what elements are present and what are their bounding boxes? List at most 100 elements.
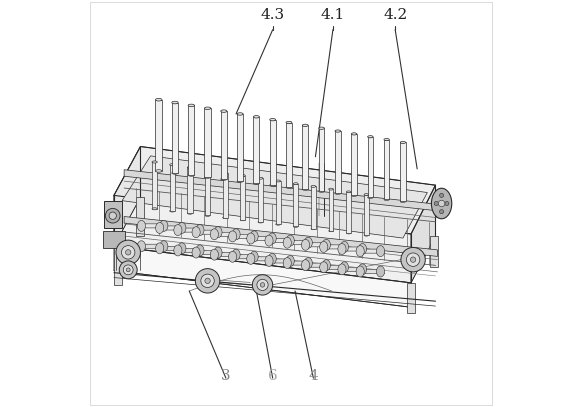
Circle shape bbox=[119, 261, 137, 279]
Polygon shape bbox=[188, 105, 194, 175]
Ellipse shape bbox=[258, 177, 263, 179]
Ellipse shape bbox=[178, 223, 186, 234]
Ellipse shape bbox=[155, 223, 164, 234]
Ellipse shape bbox=[364, 194, 368, 195]
Circle shape bbox=[445, 201, 449, 206]
Ellipse shape bbox=[384, 198, 389, 201]
Circle shape bbox=[439, 210, 443, 214]
Circle shape bbox=[196, 269, 220, 293]
Polygon shape bbox=[384, 140, 389, 199]
Ellipse shape bbox=[276, 180, 281, 182]
Ellipse shape bbox=[368, 196, 373, 199]
Polygon shape bbox=[178, 248, 204, 252]
Polygon shape bbox=[269, 259, 294, 263]
Text: 4.2: 4.2 bbox=[383, 9, 407, 22]
Polygon shape bbox=[324, 245, 349, 249]
Polygon shape bbox=[269, 120, 276, 185]
Polygon shape bbox=[152, 162, 157, 209]
Ellipse shape bbox=[229, 251, 237, 262]
Ellipse shape bbox=[240, 219, 246, 221]
Circle shape bbox=[123, 265, 133, 275]
Ellipse shape bbox=[258, 221, 263, 223]
Ellipse shape bbox=[155, 98, 162, 101]
Ellipse shape bbox=[229, 231, 237, 242]
Ellipse shape bbox=[269, 118, 276, 121]
Ellipse shape bbox=[223, 217, 228, 219]
Polygon shape bbox=[306, 243, 331, 247]
Ellipse shape bbox=[320, 241, 328, 252]
Ellipse shape bbox=[172, 101, 178, 104]
Ellipse shape bbox=[237, 180, 243, 182]
Circle shape bbox=[434, 201, 438, 206]
Circle shape bbox=[439, 193, 443, 197]
Ellipse shape bbox=[250, 231, 258, 242]
Ellipse shape bbox=[159, 221, 168, 231]
Polygon shape bbox=[430, 236, 438, 267]
Polygon shape bbox=[288, 261, 313, 265]
Ellipse shape bbox=[301, 239, 310, 250]
Ellipse shape bbox=[152, 208, 157, 210]
Circle shape bbox=[438, 200, 445, 207]
Circle shape bbox=[401, 247, 425, 272]
Ellipse shape bbox=[204, 107, 211, 109]
Ellipse shape bbox=[377, 266, 385, 277]
Polygon shape bbox=[368, 137, 373, 197]
Ellipse shape bbox=[196, 245, 204, 256]
Ellipse shape bbox=[250, 251, 258, 262]
Ellipse shape bbox=[205, 169, 210, 171]
Ellipse shape bbox=[322, 260, 331, 271]
Circle shape bbox=[116, 240, 140, 265]
Polygon shape bbox=[411, 185, 435, 283]
Text: 3: 3 bbox=[221, 369, 230, 383]
Ellipse shape bbox=[196, 225, 204, 236]
Polygon shape bbox=[114, 147, 140, 246]
Ellipse shape bbox=[303, 124, 308, 127]
Polygon shape bbox=[196, 230, 222, 234]
Polygon shape bbox=[288, 241, 313, 245]
Ellipse shape bbox=[286, 256, 294, 267]
Circle shape bbox=[257, 279, 268, 291]
Ellipse shape bbox=[340, 262, 349, 273]
Polygon shape bbox=[319, 128, 324, 191]
Polygon shape bbox=[114, 246, 411, 307]
Ellipse shape bbox=[356, 246, 364, 257]
Ellipse shape bbox=[286, 235, 294, 246]
Circle shape bbox=[201, 274, 214, 287]
Polygon shape bbox=[335, 131, 340, 193]
Ellipse shape bbox=[319, 190, 324, 193]
Polygon shape bbox=[240, 175, 246, 220]
Polygon shape bbox=[293, 184, 298, 226]
Ellipse shape bbox=[232, 229, 240, 240]
Ellipse shape bbox=[237, 113, 243, 115]
Polygon shape bbox=[253, 117, 260, 183]
Ellipse shape bbox=[178, 243, 186, 254]
Ellipse shape bbox=[346, 232, 351, 234]
Polygon shape bbox=[364, 195, 368, 235]
Ellipse shape bbox=[329, 188, 333, 190]
Ellipse shape bbox=[304, 237, 313, 248]
Ellipse shape bbox=[303, 188, 308, 190]
Polygon shape bbox=[329, 189, 333, 231]
Polygon shape bbox=[159, 246, 186, 250]
Ellipse shape bbox=[232, 249, 240, 260]
Ellipse shape bbox=[368, 136, 373, 138]
Ellipse shape bbox=[400, 141, 406, 144]
Polygon shape bbox=[346, 192, 351, 233]
Polygon shape bbox=[141, 224, 168, 228]
Ellipse shape bbox=[187, 212, 193, 214]
Ellipse shape bbox=[384, 138, 389, 141]
Polygon shape bbox=[122, 156, 427, 238]
Ellipse shape bbox=[364, 234, 368, 236]
Circle shape bbox=[260, 282, 265, 287]
Polygon shape bbox=[237, 114, 243, 181]
Text: 4.1: 4.1 bbox=[321, 9, 345, 22]
Text: 6: 6 bbox=[268, 369, 278, 383]
Polygon shape bbox=[233, 255, 258, 259]
Polygon shape bbox=[196, 250, 222, 255]
Ellipse shape bbox=[159, 241, 168, 252]
Ellipse shape bbox=[223, 172, 228, 174]
Ellipse shape bbox=[400, 200, 406, 203]
Ellipse shape bbox=[210, 249, 218, 260]
Text: 4.3: 4.3 bbox=[261, 9, 285, 22]
Ellipse shape bbox=[188, 104, 194, 107]
